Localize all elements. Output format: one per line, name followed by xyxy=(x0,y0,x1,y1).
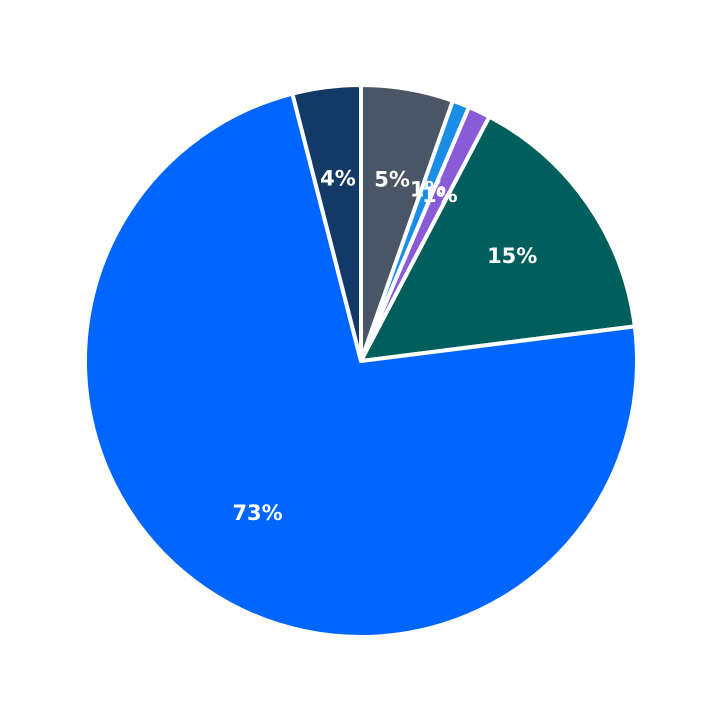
pie-slice-label-0: 5% xyxy=(374,168,410,192)
pie-slice-label-3: 15% xyxy=(487,244,537,268)
pie-slice-label-1: 1% xyxy=(410,178,446,202)
pie-slice-labels: 5% 1%1%15%73%4% xyxy=(232,166,537,525)
pie-slice-label-5: 4% xyxy=(320,166,356,190)
pie-slice-label-2: 1% xyxy=(422,183,458,207)
pie-slice-label-4: 73% xyxy=(232,501,282,525)
pie-slice-5 xyxy=(290,83,363,363)
pie-slice-3 xyxy=(359,114,637,363)
pie-slice-4 xyxy=(83,91,639,639)
pie-slices xyxy=(83,83,639,639)
